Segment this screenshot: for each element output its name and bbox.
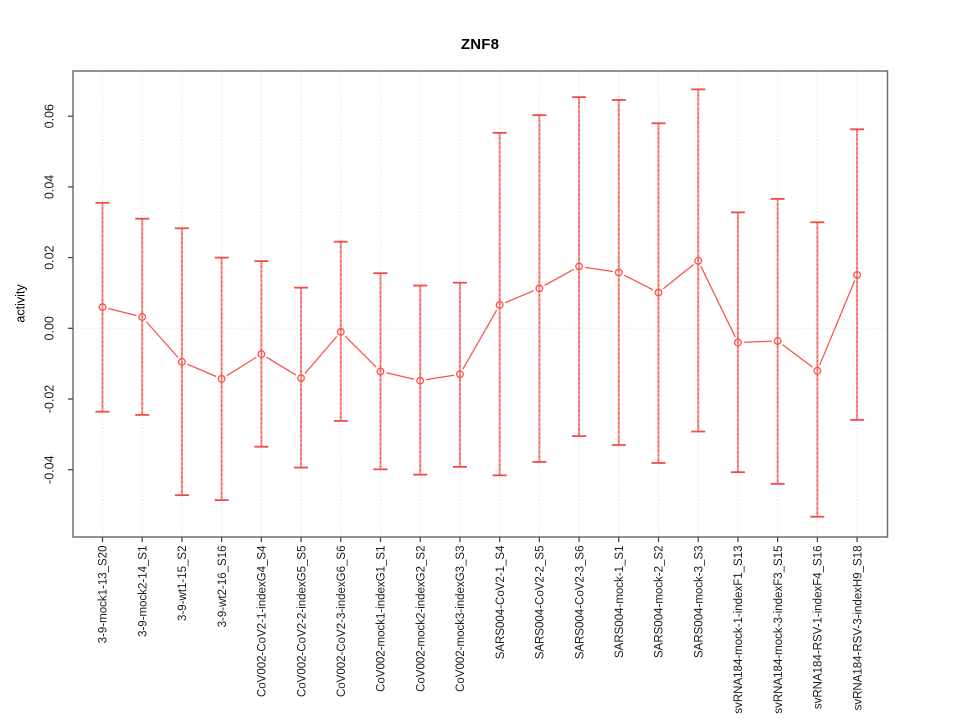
x-tick-label: CoV002-mock2-indexG2_S2 [415,546,427,692]
data-point-marker [575,262,584,271]
series-segment [700,265,736,338]
data-point-marker [336,327,345,336]
series-segment [344,335,377,368]
data-point-marker [217,374,226,383]
data-point-marker [138,313,147,321]
data-point-marker [177,357,186,366]
x-tick-label: CoV002-mock3-indexG3_S3 [455,546,467,692]
series-segment [304,335,338,374]
data-point-marker [257,350,266,359]
x-tick-label: 3-9-wt1-15_S2 [177,546,189,621]
series-segment [504,290,535,304]
y-tick-label: -0.04 [43,455,57,484]
series-segment [187,363,217,378]
data-point-marker [98,303,107,312]
x-tick-label: svRNA184-mock-1-indexF1_S13 [733,546,745,714]
x-tick-label: SARS004-CoV2-2_S5 [535,546,547,660]
data-point-marker [455,370,464,379]
series-segment [426,374,455,381]
data-point-marker [773,337,782,345]
data-point-marker [694,256,703,265]
data-point-marker [376,367,385,376]
series-segment [544,268,575,287]
y-tick-label: 0.04 [43,175,57,199]
x-tick-label: 3-9-mock2-14_S1 [137,546,149,637]
x-tick-label: CoV002-CoV2-1-indexG4_S4 [257,545,269,697]
x-tick-label: svRNA184-mock-3-indexF3_S15 [773,546,785,714]
data-point-marker [853,270,862,279]
data-point-marker [733,338,742,347]
series-segment [819,280,856,366]
x-tick-label: CoV002-mock1-indexG1_S1 [376,546,388,692]
series-segment [266,356,297,376]
series-segment [386,372,415,380]
x-tick-label: 3-9-mock1-13_S20 [98,546,110,644]
chart-title: ZNF8 [460,36,500,53]
series-segment [662,264,694,290]
x-tick-label: CoV002-CoV2-3-indexG6_S6 [336,546,348,698]
x-tick-label: SARS004-mock-3_S3 [693,546,705,659]
plot-border [72,70,889,538]
series-segment [623,274,654,291]
y-tick-label: 0.02 [43,245,57,269]
data-point-marker [297,374,306,383]
x-tick-label: svRNA184-RSV-1-indexF4_S16 [813,546,825,710]
x-tick-label: SARS004-mock-1_S1 [614,546,626,659]
x-tick-label: CoV002-CoV2-2-indexG5_S5 [296,546,308,698]
data-point-marker [654,288,663,297]
x-tick-label: SARS004-mock-2_S2 [654,546,666,659]
series-segment [584,266,613,273]
data-point-marker [495,301,504,309]
y-tick-label: 0.00 [43,316,57,340]
series-segment [226,356,257,377]
series-segment [108,307,137,317]
x-tick-label: svRNA184-RSV-3-indexH9_S18 [852,546,864,711]
y-tick-label: -0.02 [43,385,57,414]
series-segment [145,321,179,358]
data-point-marker [813,366,822,375]
x-tick-label: SARS004-CoV2-3_S6 [574,546,586,660]
series-segment [782,344,813,368]
data-point-marker [535,284,544,293]
series-segment [462,309,498,370]
data-point-marker [416,376,425,385]
data-point-marker [614,268,623,277]
y-tick-label: 0.06 [43,104,57,128]
x-tick-label: 3-9-wt2-16_S16 [217,546,229,628]
series-segment [743,340,772,343]
x-tick-label: SARS004-CoV2-1_S4 [495,545,507,659]
